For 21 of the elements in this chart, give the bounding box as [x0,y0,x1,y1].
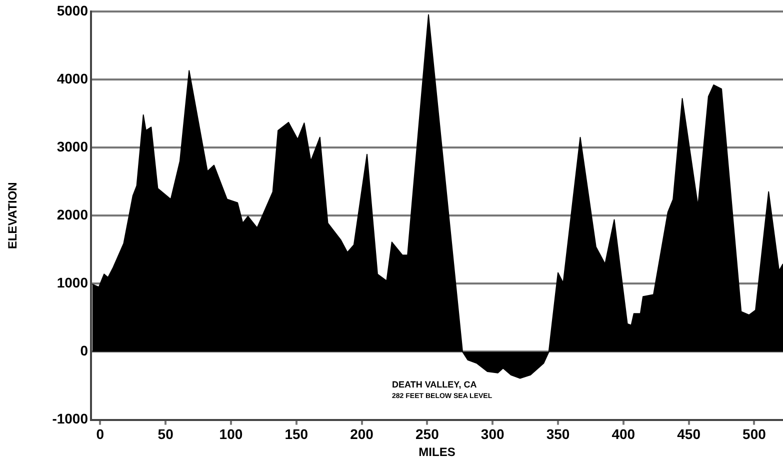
y-tick-label: 4000 [56,70,88,86]
y-tick-label: 1000 [56,274,88,291]
x-tick-label: 0 [96,426,104,442]
x-tick-label: 300 [480,426,504,442]
x-tick-label: 450 [677,426,701,442]
y-tick-label: 3000 [56,138,88,154]
y-tick-label: 2000 [56,206,88,222]
x-tick-label: 100 [219,426,243,442]
x-tick-label: 200 [350,426,374,442]
y-tick-label: 5000 [56,2,88,18]
y-axis-title: ELEVATION [6,182,20,250]
x-tick-label: 250 [416,426,440,442]
x-tick-label: 150 [284,426,308,442]
x-tick-label: 500 [742,426,766,442]
annotation: DEATH VALLEY, CA [392,380,478,390]
x-axis-title: MILES [418,445,456,460]
y-tick-label: -1000 [52,410,88,427]
x-tick-label: 400 [612,426,636,442]
x-tick-label: 350 [546,426,570,442]
y-tick-label: 0 [80,342,88,359]
x-tick-label: 50 [158,426,174,442]
